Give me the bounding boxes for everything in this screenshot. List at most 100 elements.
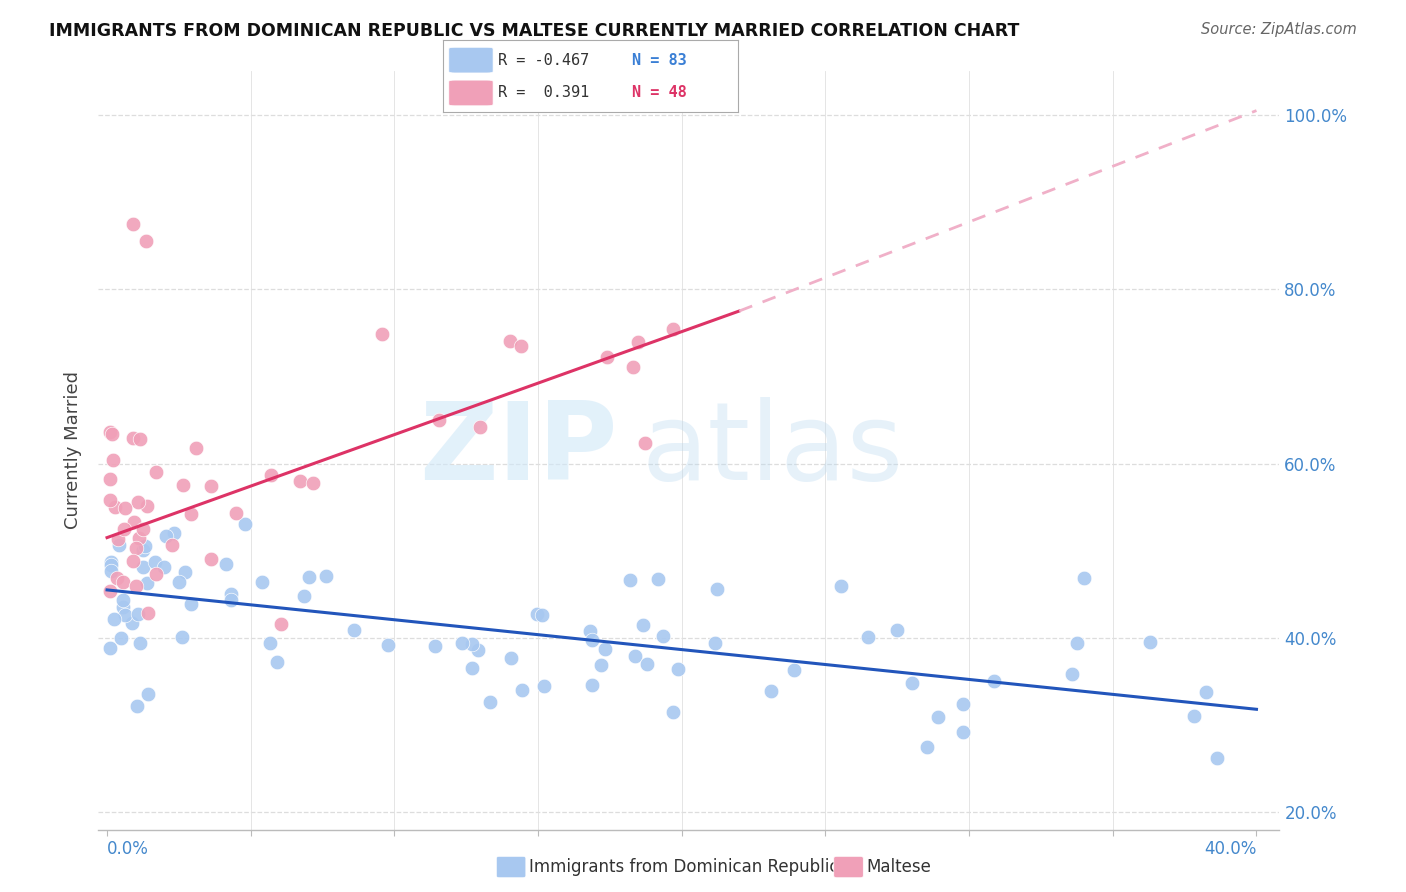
Text: R = -0.467: R = -0.467 [498, 53, 589, 68]
Point [98, 584, 121, 599]
Point [533, 679, 555, 693]
Point [294, 589, 316, 603]
Point [1195, 684, 1218, 698]
Text: Immigrants from Dominican Republic: Immigrants from Dominican Republic [529, 858, 838, 876]
Point [221, 587, 243, 601]
Point [134, 539, 156, 553]
Text: Source: ZipAtlas.com: Source: ZipAtlas.com [1201, 22, 1357, 37]
Point [107, 533, 129, 547]
Point [145, 465, 167, 479]
Point [135, 235, 157, 249]
Point [370, 326, 392, 341]
Point [160, 538, 183, 552]
Point [703, 636, 725, 650]
Point [219, 593, 242, 607]
Point [624, 648, 647, 663]
Point [104, 500, 127, 515]
Point [132, 522, 155, 536]
Text: 0.0%: 0.0% [107, 840, 149, 858]
Text: 40.0%: 40.0% [1204, 840, 1257, 858]
Point [579, 624, 602, 638]
Point [526, 607, 548, 622]
Point [343, 623, 366, 637]
Point [122, 553, 145, 567]
Point [661, 322, 683, 336]
Point [652, 629, 675, 643]
Point [266, 655, 288, 669]
Point [114, 501, 136, 516]
Text: atlas: atlas [641, 398, 904, 503]
Point [952, 724, 974, 739]
Point [170, 630, 193, 644]
Point [153, 559, 176, 574]
Point [900, 676, 922, 690]
Point [830, 579, 852, 593]
Point [114, 607, 136, 622]
Point [108, 538, 131, 552]
Point [423, 639, 446, 653]
Point [1139, 634, 1161, 648]
Point [200, 479, 222, 493]
Point [122, 431, 145, 445]
Point [1066, 636, 1088, 650]
Point [270, 616, 292, 631]
Point [983, 673, 1005, 688]
Point [290, 474, 312, 488]
Point [122, 217, 145, 231]
Point [112, 593, 135, 607]
Point [136, 606, 159, 620]
Point [478, 695, 501, 709]
Point [595, 642, 617, 657]
Point [761, 684, 783, 698]
Point [1205, 750, 1227, 764]
Point [100, 564, 122, 578]
Point [143, 555, 166, 569]
Point [100, 558, 122, 572]
Point [103, 612, 125, 626]
Point [101, 453, 124, 467]
Point [470, 420, 492, 434]
Point [180, 507, 202, 521]
Point [128, 635, 150, 649]
Point [112, 600, 135, 615]
Point [250, 575, 273, 590]
Point [619, 573, 641, 587]
Point [668, 662, 690, 676]
Point [110, 631, 132, 645]
Point [915, 740, 938, 755]
Point [162, 525, 184, 540]
Text: N = 83: N = 83 [631, 53, 686, 68]
Point [1182, 709, 1205, 723]
Point [856, 630, 879, 644]
Point [132, 560, 155, 574]
Point [298, 569, 321, 583]
Point [377, 638, 399, 652]
Point [112, 522, 135, 536]
Point [259, 636, 281, 650]
Point [155, 529, 177, 543]
Point [98, 641, 121, 656]
Point [581, 678, 603, 692]
Point [662, 705, 685, 719]
Point [595, 351, 617, 365]
Point [125, 698, 148, 713]
Point [952, 698, 974, 712]
Point [647, 572, 669, 586]
Point [260, 468, 283, 483]
Point [129, 432, 152, 446]
Point [174, 565, 197, 579]
Point [631, 618, 654, 632]
FancyBboxPatch shape [449, 80, 494, 106]
Y-axis label: Currently Married: Currently Married [65, 371, 83, 530]
Point [121, 616, 143, 631]
Point [315, 569, 337, 583]
Point [136, 499, 159, 513]
Point [427, 412, 450, 426]
Point [783, 663, 806, 677]
Point [132, 543, 155, 558]
Point [1062, 667, 1084, 681]
Text: N = 48: N = 48 [631, 86, 686, 101]
Point [215, 557, 238, 571]
Point [122, 516, 145, 530]
Point [589, 657, 612, 672]
